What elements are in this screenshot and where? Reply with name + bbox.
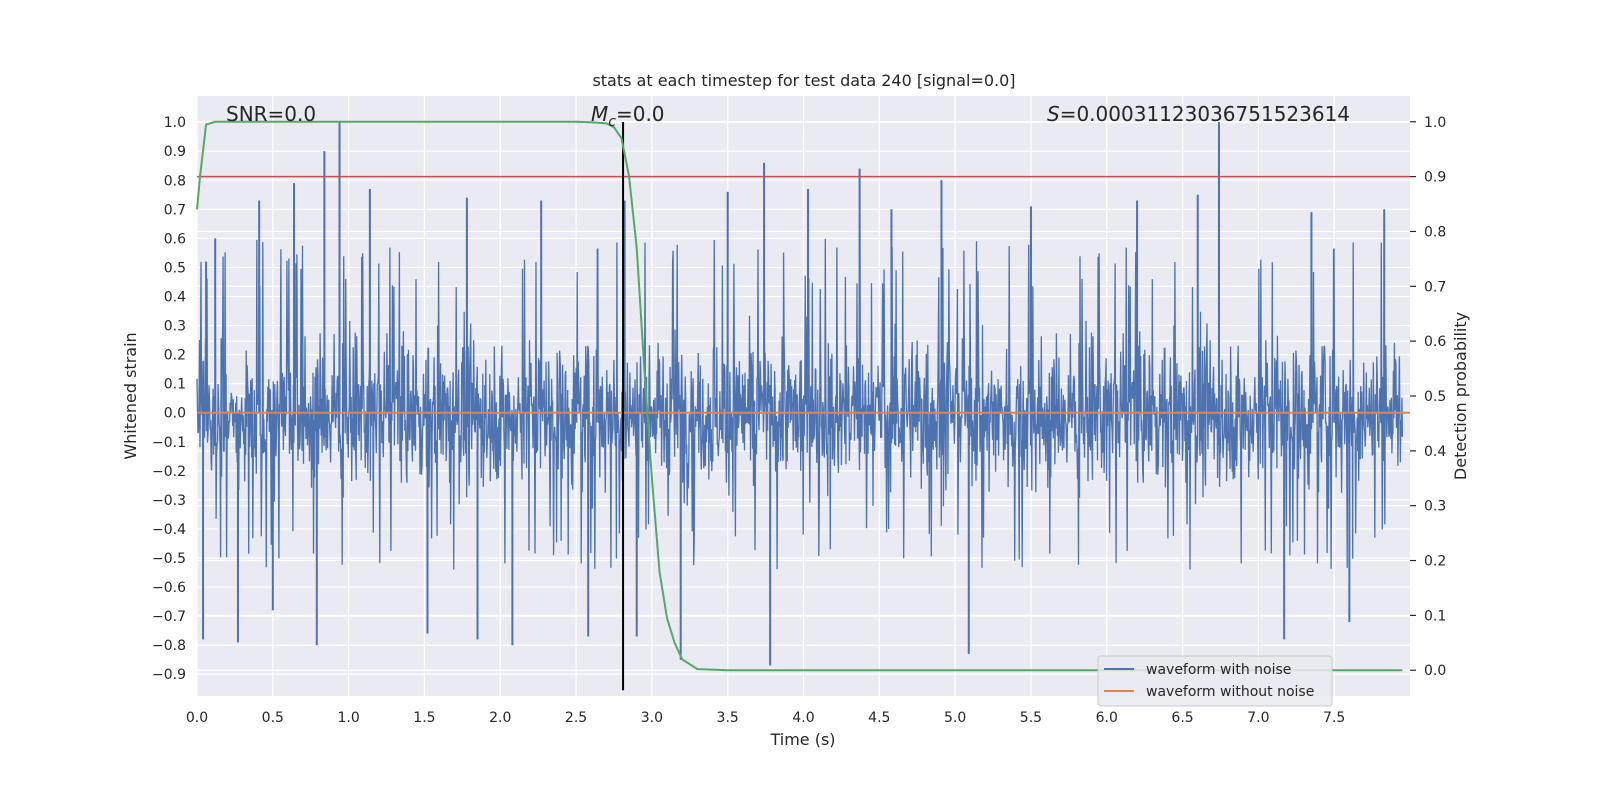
y-tick-label: 0.7 bbox=[164, 202, 186, 218]
x-tick-label: 7.5 bbox=[1323, 710, 1345, 726]
x-tick-label: 7.0 bbox=[1247, 710, 1269, 726]
y-tick-label: −0.4 bbox=[152, 522, 186, 538]
y2-tick-label: 0.8 bbox=[1424, 224, 1446, 240]
x-tick-label: 5.5 bbox=[1020, 710, 1042, 726]
y-tick-label: −0.2 bbox=[152, 464, 186, 480]
x-tick-label: 3.5 bbox=[717, 710, 739, 726]
x-tick-label: 4.0 bbox=[792, 710, 814, 726]
x-tick-label: 1.0 bbox=[337, 710, 359, 726]
x-tick-label: 1.5 bbox=[413, 710, 435, 726]
y-axis-ticks: 1.0 0.9 0.8 0.7 0.6 0.5 0.4 0.3 0.2 0.1 0.0 −0.1 −0.… bbox=[152, 115, 186, 683]
x-tick-label: 5.0 bbox=[944, 710, 966, 726]
y2-tick-label: 0.9 bbox=[1424, 170, 1446, 186]
y-tick-label: 0.5 bbox=[164, 260, 186, 276]
y-tick-label: −0.3 bbox=[152, 493, 186, 509]
y-tick-label: 0.4 bbox=[164, 289, 186, 305]
legend-box bbox=[1097, 655, 1333, 707]
x-tick-label: 6.0 bbox=[1096, 710, 1118, 726]
y-tick-label: 0.8 bbox=[164, 173, 186, 189]
annotation-s: S=0.0003112303675152361​4 bbox=[1047, 102, 1350, 126]
legend-label-noise: waveform with noise bbox=[1146, 662, 1291, 678]
legend-label-clean: waveform without noise bbox=[1146, 684, 1314, 700]
y2-axis-ticks: 1.0 0.9 0.8 0.7 0.6 0.5 0.4 0.3 0.2 0.1 0.0 bbox=[1410, 115, 1446, 679]
y-tick-label: −0.6 bbox=[152, 580, 186, 596]
y-tick-label: −0.7 bbox=[152, 609, 186, 625]
series-detection-probability bbox=[196, 120, 1403, 672]
y-tick-label: −0.8 bbox=[152, 638, 186, 654]
legend: waveform with noise waveform without noi… bbox=[1097, 655, 1333, 707]
y2-tick-label: 0.6 bbox=[1424, 334, 1446, 350]
y-tick-label: 0.0 bbox=[164, 406, 186, 422]
x-tick-label: 0.0 bbox=[186, 710, 208, 726]
x-tick-label: 0.5 bbox=[262, 710, 284, 726]
y-tick-label: −0.9 bbox=[152, 667, 186, 683]
y2-tick-label: 0.7 bbox=[1424, 279, 1446, 295]
y-tick-label: 0.1 bbox=[164, 377, 186, 393]
y-tick-label: 0.2 bbox=[164, 348, 186, 364]
y-tick-label: −0.1 bbox=[152, 435, 186, 451]
y2-tick-label: 0.1 bbox=[1424, 608, 1446, 624]
y2-tick-label: 0.0 bbox=[1424, 663, 1446, 679]
x-tick-label: 2.0 bbox=[489, 710, 511, 726]
x-axis-label: Time (s) bbox=[769, 730, 835, 749]
noise-trace bbox=[196, 122, 1404, 666]
y2-tick-label: 0.5 bbox=[1424, 389, 1446, 405]
series-waveform-with-noise bbox=[196, 122, 1404, 666]
y-axis-label: Whitened strain bbox=[121, 332, 140, 459]
x-tick-label: 2.5 bbox=[565, 710, 587, 726]
y-tick-label: −0.5 bbox=[152, 551, 186, 567]
y2-tick-label: 0.2 bbox=[1424, 554, 1446, 570]
annotation-chirp-mass: Mc=0.0 bbox=[591, 102, 665, 130]
annotation-snr: SNR=0.0 bbox=[226, 102, 316, 126]
y-tick-label: 1.0 bbox=[164, 115, 186, 131]
x-axis-ticks: 0.0 0.5 1.0 1.5 2.0 2.5 3.0 3.5 4.0 4.5 5.0 5.5 6.0 6… bbox=[186, 710, 1345, 726]
y-tick-label: 0.3 bbox=[164, 319, 186, 335]
x-tick-label: 6.5 bbox=[1171, 710, 1193, 726]
y2-tick-label: 0.3 bbox=[1424, 499, 1446, 515]
y2-tick-label: 0.4 bbox=[1424, 444, 1446, 460]
y-tick-label: 0.9 bbox=[164, 144, 186, 160]
y2-tick-label: 1.0 bbox=[1424, 115, 1446, 131]
y-tick-label: 0.6 bbox=[164, 231, 186, 247]
chart-title: stats at each timestep for test data 240… bbox=[592, 71, 1015, 90]
x-tick-label: 4.5 bbox=[868, 710, 890, 726]
y2-axis-label: Detection probability bbox=[1451, 312, 1470, 480]
x-tick-label: 3.0 bbox=[641, 710, 663, 726]
